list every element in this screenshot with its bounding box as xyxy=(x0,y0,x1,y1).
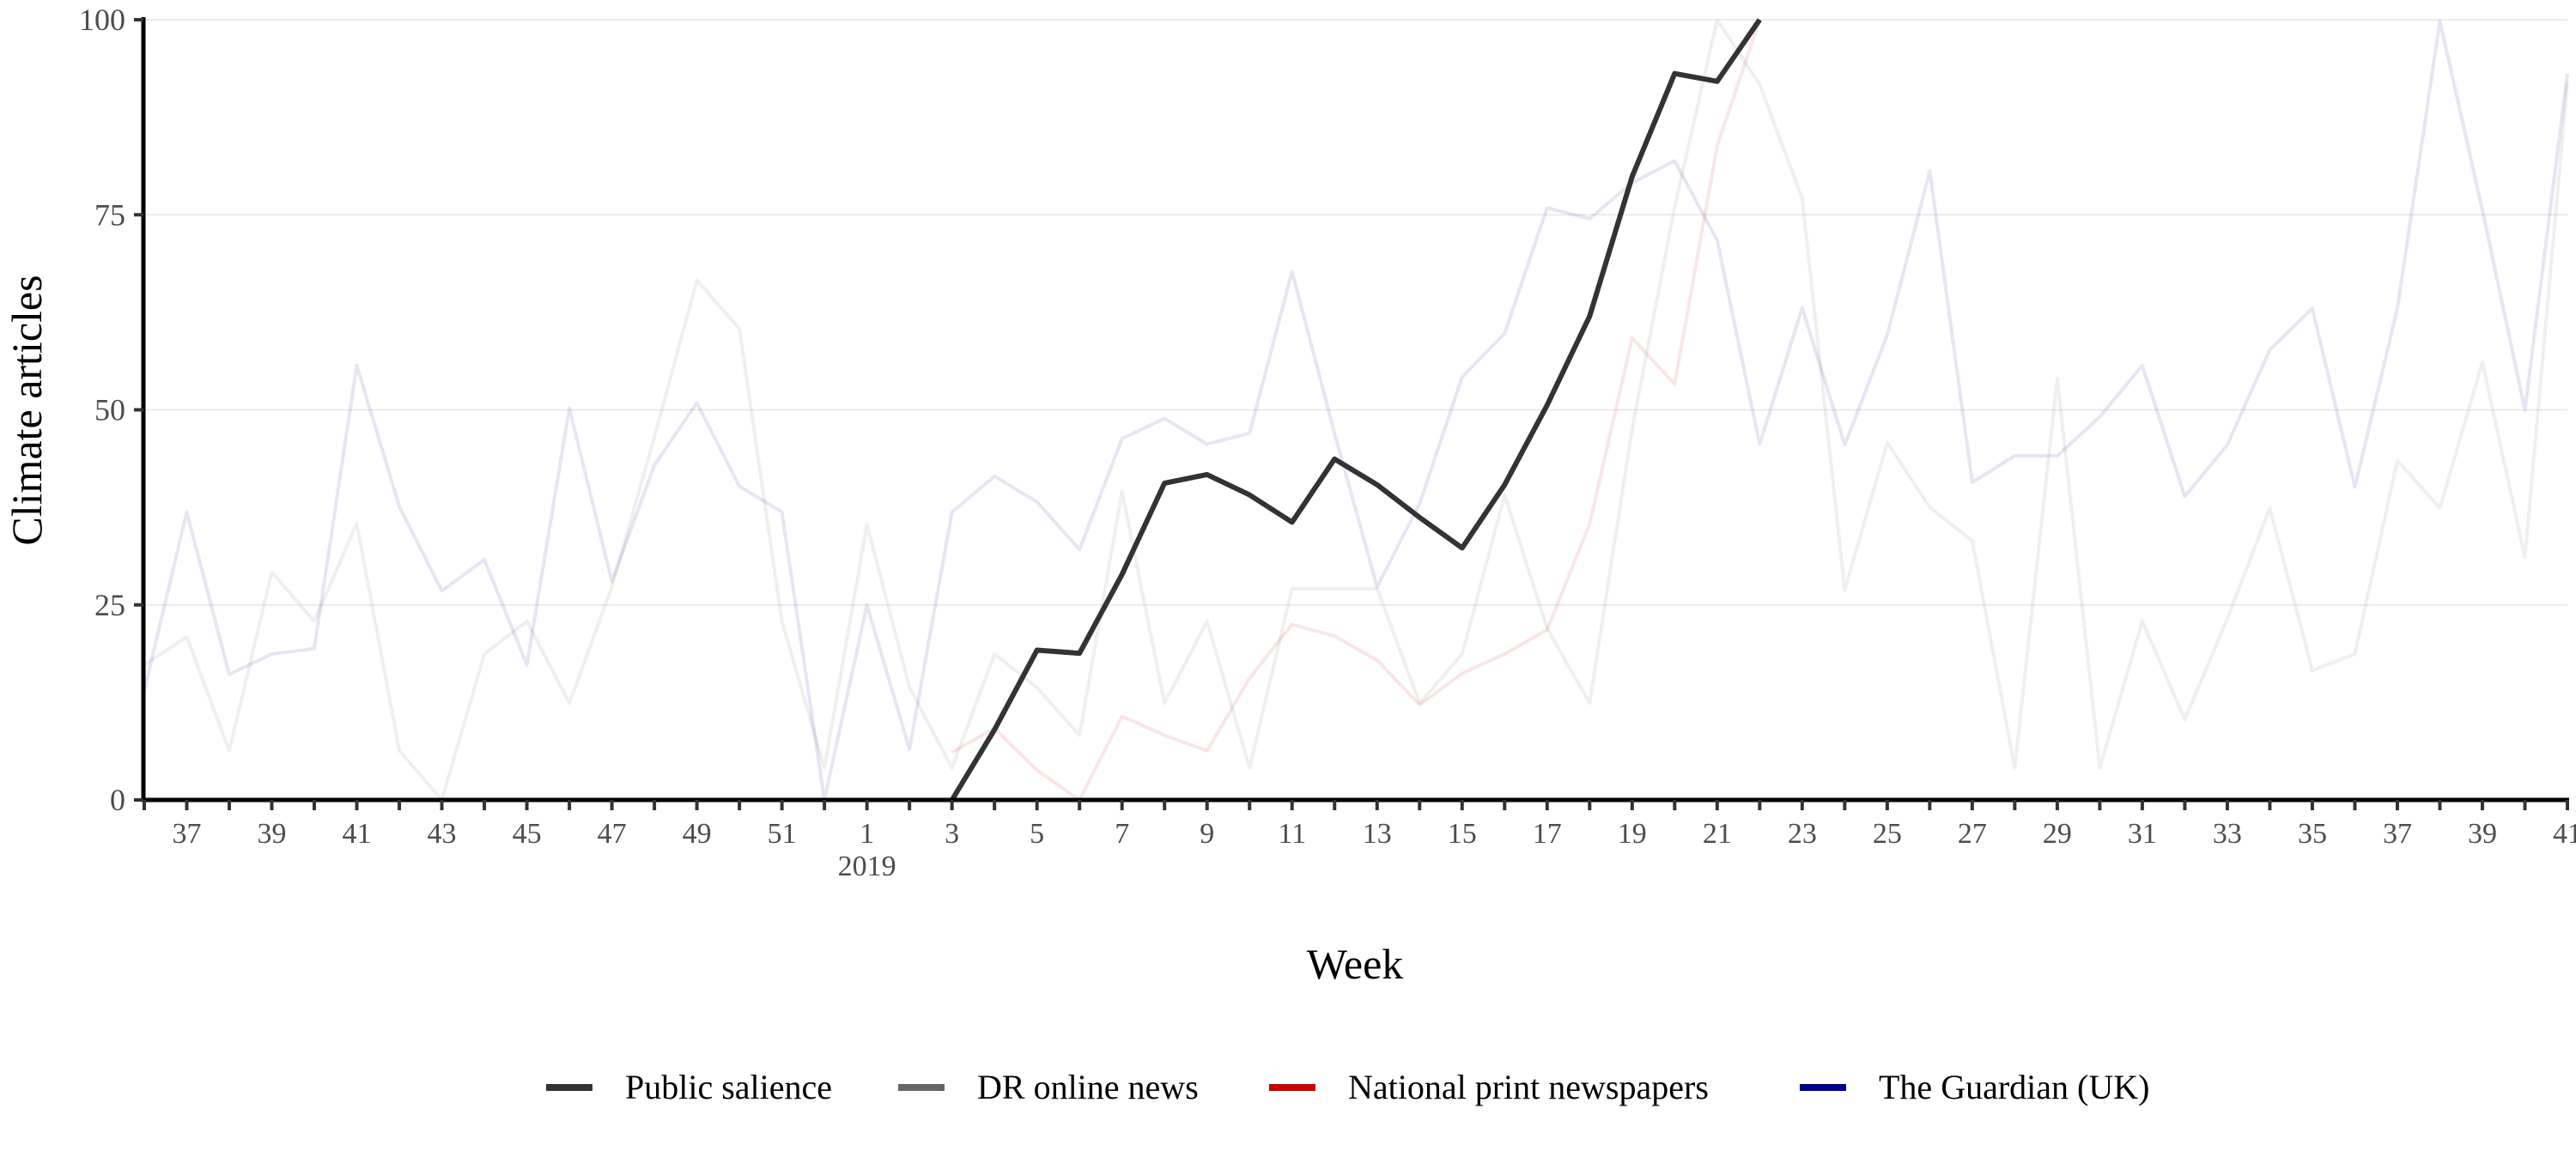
legend-label: National print newspapers xyxy=(1348,1068,1709,1106)
y-axis-title: Climate articles xyxy=(3,275,51,545)
legend-label: Public salience xyxy=(625,1068,832,1106)
legend-swatch xyxy=(898,1084,945,1091)
x-tick-label: 3 xyxy=(945,818,959,850)
legend-swatch xyxy=(1269,1084,1315,1091)
x-tick-label: 39 xyxy=(2468,818,2497,850)
y-tick-label: 25 xyxy=(94,588,125,622)
series-line-national-print-newspapers xyxy=(951,19,1762,802)
x-tick-label: 33 xyxy=(2213,818,2242,850)
x-axis-title: Week xyxy=(1307,940,1404,988)
gridlines xyxy=(143,19,2567,606)
legend-swatch xyxy=(546,1084,592,1091)
x-tick-label: 43 xyxy=(428,818,457,850)
x-tick-label: 37 xyxy=(2383,818,2412,850)
x-tick-label: 29 xyxy=(2043,818,2072,850)
x-tick-label: 31 xyxy=(2128,818,2157,850)
series-line-public-salience xyxy=(950,18,1762,802)
y-tick-label: 0 xyxy=(110,783,125,817)
y-tick-label: 100 xyxy=(79,3,125,37)
y-tick-label: 75 xyxy=(94,197,125,232)
x-tick-label: 39 xyxy=(258,818,287,850)
series-line-dr-online-news xyxy=(143,18,2569,802)
legend: Public salience DR online news National pr… xyxy=(546,1068,2149,1106)
x-tick-label: 41 xyxy=(343,818,372,850)
x-tick-label: 25 xyxy=(1873,818,1902,850)
x-tick-label: 1 xyxy=(860,818,874,850)
legend-label: The Guardian (UK) xyxy=(1879,1068,2149,1106)
x-tick-label: 21 xyxy=(1703,818,1732,850)
x-tick-label: 7 xyxy=(1115,818,1129,850)
x-tick-label: 37 xyxy=(173,818,202,850)
legend-swatch xyxy=(1800,1084,1846,1091)
x-tick-label: 35 xyxy=(2298,818,2327,850)
x-tick-label: 9 xyxy=(1200,818,1214,850)
x-tick-label: 47 xyxy=(598,818,627,850)
y-axis-ticks: 0 25 50 75 100 xyxy=(79,3,143,817)
legend-label: DR online news xyxy=(977,1068,1199,1106)
x-tick-label: 5 xyxy=(1030,818,1044,850)
x-tick-label: 15 xyxy=(1448,818,1477,850)
x-tick-label: 45 xyxy=(513,818,542,850)
x-tick-label: 19 xyxy=(1618,818,1647,850)
y-tick-label: 50 xyxy=(94,393,125,427)
x-tick-label: 51 xyxy=(768,818,797,850)
x-tick-label: 49 xyxy=(683,818,712,850)
x-tick-label: 41 xyxy=(2553,818,2576,850)
x-tick-label: 11 xyxy=(1278,818,1306,850)
x-axis-ticks: 37 39 41 43 45 47 49 51 1 3 5 7 9 11 13 15 17 19 21 23 25 27 2… xyxy=(143,800,2576,850)
x-tick-label: 13 xyxy=(1363,818,1392,850)
series-line-the-guardian-uk xyxy=(143,19,2569,802)
x-tick-label: 23 xyxy=(1788,818,1817,850)
year-label: 2019 xyxy=(838,851,896,882)
x-tick-label: 27 xyxy=(1958,818,1987,850)
series-lines xyxy=(143,18,2569,802)
x-tick-label: 17 xyxy=(1533,818,1562,850)
